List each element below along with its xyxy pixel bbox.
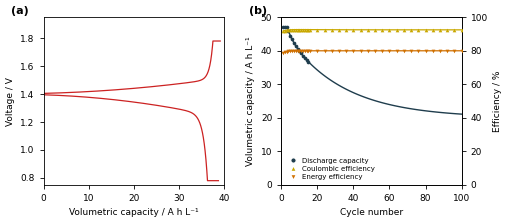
Point bbox=[328, 28, 336, 31]
Point bbox=[414, 49, 422, 53]
Point bbox=[299, 49, 307, 53]
Point bbox=[328, 49, 336, 53]
Point bbox=[284, 28, 293, 32]
Point bbox=[321, 28, 329, 31]
Point bbox=[301, 56, 309, 60]
Point bbox=[295, 49, 303, 53]
X-axis label: Cycle number: Cycle number bbox=[340, 209, 403, 217]
Point bbox=[335, 49, 343, 53]
Point bbox=[350, 28, 358, 32]
Point bbox=[350, 49, 358, 53]
Point bbox=[458, 28, 466, 32]
Point bbox=[288, 38, 296, 41]
Point bbox=[450, 28, 458, 32]
Point bbox=[306, 49, 314, 53]
Point bbox=[304, 60, 312, 63]
Point bbox=[297, 52, 305, 55]
Point bbox=[286, 34, 294, 37]
Point bbox=[422, 49, 430, 53]
Point bbox=[443, 49, 451, 53]
Point bbox=[414, 28, 422, 32]
Point bbox=[281, 26, 289, 29]
X-axis label: Volumetric capacity / A h L⁻¹: Volumetric capacity / A h L⁻¹ bbox=[69, 209, 199, 217]
Point bbox=[286, 49, 294, 53]
Point bbox=[386, 28, 394, 32]
Point bbox=[429, 49, 437, 53]
Point bbox=[292, 49, 300, 53]
Point bbox=[281, 50, 289, 54]
Point bbox=[301, 49, 309, 53]
Point bbox=[302, 49, 310, 53]
Point bbox=[288, 28, 296, 31]
Point bbox=[313, 28, 322, 31]
Point bbox=[279, 26, 287, 29]
Point bbox=[295, 28, 303, 31]
Y-axis label: Efficiency / %: Efficiency / % bbox=[493, 70, 502, 132]
Point bbox=[294, 49, 302, 53]
Point bbox=[357, 28, 365, 32]
Point bbox=[302, 58, 310, 62]
Y-axis label: Voltage / V: Voltage / V bbox=[6, 77, 15, 126]
Point bbox=[306, 28, 314, 31]
Point bbox=[436, 49, 444, 53]
Point bbox=[297, 28, 305, 31]
Point bbox=[458, 49, 466, 53]
Point bbox=[282, 28, 291, 32]
Point bbox=[282, 50, 291, 53]
Point bbox=[443, 28, 451, 32]
Point bbox=[400, 28, 408, 32]
Point bbox=[342, 28, 350, 31]
Point bbox=[279, 51, 287, 55]
Point bbox=[429, 28, 437, 32]
Point bbox=[286, 28, 294, 32]
Point bbox=[436, 28, 444, 32]
Point bbox=[290, 28, 298, 31]
Point bbox=[393, 28, 401, 32]
Point bbox=[450, 49, 458, 53]
Point bbox=[292, 28, 300, 31]
Point bbox=[304, 28, 312, 31]
Point bbox=[288, 49, 296, 53]
Text: (a): (a) bbox=[11, 6, 29, 16]
Point bbox=[407, 49, 415, 53]
Point bbox=[407, 28, 415, 32]
Point bbox=[364, 49, 372, 53]
Point bbox=[386, 49, 394, 53]
Point bbox=[297, 49, 305, 53]
Point bbox=[301, 28, 309, 31]
Point bbox=[284, 50, 293, 53]
Point bbox=[299, 54, 307, 58]
Point bbox=[282, 26, 291, 29]
Point bbox=[321, 49, 329, 53]
Point bbox=[290, 49, 298, 53]
Text: (b): (b) bbox=[249, 6, 267, 16]
Point bbox=[281, 29, 289, 32]
Y-axis label: Volumetric capacity / A h L⁻¹: Volumetric capacity / A h L⁻¹ bbox=[246, 36, 255, 166]
Point bbox=[292, 44, 300, 48]
Point bbox=[302, 28, 310, 31]
Point bbox=[364, 28, 372, 32]
Point bbox=[313, 49, 322, 53]
Point bbox=[294, 47, 302, 50]
Point bbox=[279, 29, 287, 33]
Point bbox=[378, 49, 386, 53]
Point bbox=[295, 49, 303, 53]
Point bbox=[393, 49, 401, 53]
Point bbox=[335, 28, 343, 31]
Point bbox=[299, 28, 307, 31]
Point bbox=[357, 49, 365, 53]
Point bbox=[284, 29, 293, 33]
Point bbox=[304, 49, 312, 53]
Point bbox=[371, 28, 379, 32]
Point bbox=[290, 41, 298, 45]
Point bbox=[342, 49, 350, 53]
Legend: Discharge capacity, Coulombic efficiency, Energy efficiency: Discharge capacity, Coulombic efficiency… bbox=[285, 157, 376, 181]
Point bbox=[371, 49, 379, 53]
Point bbox=[294, 28, 302, 31]
Point bbox=[422, 28, 430, 32]
Point bbox=[400, 49, 408, 53]
Point bbox=[378, 28, 386, 32]
